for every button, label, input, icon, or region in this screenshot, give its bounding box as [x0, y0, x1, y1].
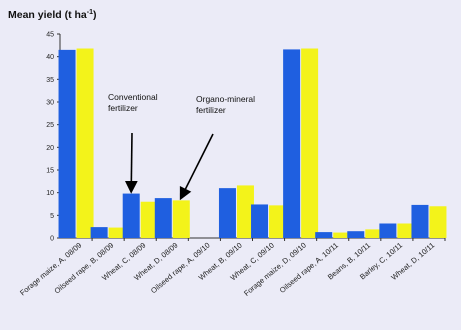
y-tick-label: 20: [46, 145, 54, 152]
x-tick-label: Forage maize, D, 09/10: [242, 241, 308, 298]
bar: [283, 49, 301, 239]
annotation-label: fertilizer: [108, 103, 138, 113]
y-tick-label: 5: [50, 213, 54, 220]
bars: [58, 48, 447, 241]
x-tick-label: Forage maize, A, 08/09: [18, 241, 83, 298]
bar: [333, 232, 351, 238]
bar: [76, 48, 94, 238]
x-tick-label: Oilseed rape, A, 09/10: [149, 241, 212, 296]
y-tick-label: 40: [46, 54, 54, 61]
bar: [347, 231, 365, 238]
bar: [122, 193, 140, 238]
y-tick-label: 0: [50, 236, 54, 243]
y-tick-label: 45: [46, 32, 54, 39]
bar: [251, 204, 269, 238]
y-tick-label: 15: [46, 168, 54, 175]
annotations: ConventionalfertilizerOrgano-mineralfert…: [108, 92, 255, 201]
bar: [236, 185, 254, 238]
bar: [301, 48, 319, 238]
bar: [172, 200, 190, 238]
y-tick-label: 25: [46, 122, 54, 129]
annotation-label: Conventional: [108, 92, 158, 102]
bar: [397, 223, 415, 238]
bar: [365, 229, 383, 238]
y-tick-label: 10: [46, 190, 54, 197]
y-tick-label: 30: [46, 100, 54, 107]
bar: [58, 49, 76, 238]
bar: [315, 232, 333, 238]
y-axis-title-exponent: -1: [87, 9, 93, 16]
y-axis-title-end: ): [93, 9, 97, 21]
bar: [108, 227, 126, 238]
annotation-label: Organo-mineral: [196, 94, 255, 104]
annotation-arrow: [179, 133, 214, 201]
bar: [429, 206, 447, 238]
x-tick-label: Oilseed rape, B, 08/09: [52, 241, 115, 296]
bar: [90, 227, 108, 238]
annotation-label: fertilizer: [196, 105, 226, 115]
y-tick-label: 35: [46, 77, 54, 84]
y-axis-title: Mean yield (t ha-1): [8, 9, 97, 21]
bar: [154, 198, 172, 238]
bar: [218, 188, 236, 238]
bar: [269, 205, 287, 238]
x-tick-label: Oilseed rape, A, 10/11: [278, 241, 340, 295]
bar: [379, 223, 397, 238]
bar: [140, 201, 158, 238]
y-axis-title-main: Mean yield (t ha: [8, 9, 87, 21]
annotation-arrow: [124, 132, 138, 194]
bar: [411, 204, 429, 238]
